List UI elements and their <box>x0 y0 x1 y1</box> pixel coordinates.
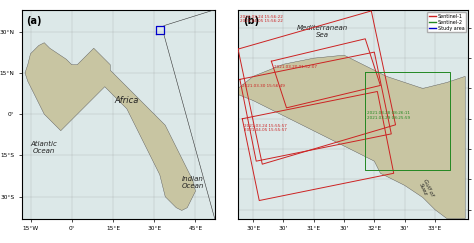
Text: 2021.03.24 15:55:57
2021.04.05 15:55:57: 2021.03.24 15:55:57 2021.04.05 15:55:57 <box>244 124 287 132</box>
Polygon shape <box>25 43 195 210</box>
Legend: Sentinel-1, Sentinel-2, Study area: Sentinel-1, Sentinel-2, Study area <box>428 12 466 33</box>
Text: (a): (a) <box>26 16 42 26</box>
Text: 2021.03.30 15:56:49: 2021.03.30 15:56:49 <box>242 84 285 88</box>
Text: Mediterranean
Sea: Mediterranean Sea <box>297 25 348 38</box>
Polygon shape <box>238 55 465 219</box>
Text: Africa: Africa <box>115 96 139 105</box>
Text: 2021.03.24 15:56:22
2021.04.05 15:56:22: 2021.03.24 15:56:22 2021.04.05 15:56:22 <box>240 15 283 23</box>
Text: Gulf of
Suez: Gulf of Suez <box>417 178 435 199</box>
Text: Atlantic
Ocean: Atlantic Ocean <box>31 141 58 154</box>
Text: Indian
Ocean: Indian Ocean <box>182 176 204 190</box>
Text: (b): (b) <box>243 16 259 26</box>
Text: 2021.03.20 01:52:07: 2021.03.20 01:52:07 <box>274 65 318 69</box>
Text: 2021.03.28 08:26:11
2021.03.29 08:25:59: 2021.03.28 08:26:11 2021.03.29 08:25:59 <box>367 112 410 120</box>
